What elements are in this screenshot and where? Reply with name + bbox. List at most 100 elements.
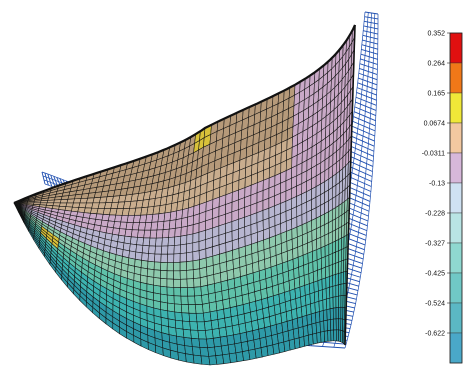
surface-cell <box>180 278 188 288</box>
surface-cell <box>134 251 143 261</box>
surface-cell <box>335 239 339 253</box>
surface-cell <box>321 266 326 280</box>
surface-cell <box>173 261 181 272</box>
surface-cell <box>317 278 323 292</box>
surface-cell <box>332 218 336 233</box>
surface-cell <box>181 304 190 314</box>
surface-cell <box>186 242 194 254</box>
surface-cell <box>130 229 139 238</box>
surface-cell <box>329 275 334 288</box>
surface-cell <box>153 269 161 279</box>
surface-cell <box>173 278 181 288</box>
surface-cell <box>338 283 342 297</box>
surface-cell <box>335 284 339 297</box>
surface-cell <box>190 329 200 340</box>
colorbar-swatch <box>449 32 463 64</box>
colorbar-tick-label: 0.0674 <box>424 121 446 128</box>
colorbar-tick-label: -0.228 <box>425 211 445 218</box>
surface-cell <box>307 250 314 264</box>
surface-cell <box>312 249 318 263</box>
surface-cell <box>322 288 327 301</box>
surface-cell <box>147 260 155 271</box>
surface-cell <box>160 245 169 255</box>
surface-cell <box>328 264 333 277</box>
surface-cell <box>214 281 223 293</box>
surface-cell <box>325 286 331 300</box>
surface-cell <box>194 304 204 314</box>
surface-cell <box>191 346 202 357</box>
surface-cell <box>166 262 174 272</box>
surface-edges <box>13 24 356 346</box>
surface-cell <box>197 330 207 340</box>
surface-cell <box>313 280 319 293</box>
surface-cell <box>193 277 202 288</box>
surface-cell <box>175 209 183 221</box>
colorbar-swatch <box>449 152 463 184</box>
surface-cell <box>335 250 339 264</box>
surface-cell <box>320 245 326 259</box>
surface-cell <box>173 287 182 297</box>
surface-cell <box>335 318 339 331</box>
surface-cell <box>160 270 168 280</box>
surface-cell <box>335 261 339 275</box>
surface-cell <box>324 254 330 268</box>
surface-cell <box>160 293 168 304</box>
surface-cell <box>167 236 175 247</box>
surface-cell <box>188 312 198 323</box>
colorbar-labels: 0.352 0.264 0.165 0.0674 -0.0311 -0.13 -0.228 -… <box>422 31 450 338</box>
colorbar-tick-label: -0.327 <box>425 241 445 248</box>
surface-cell <box>329 296 334 310</box>
surface-cell <box>192 259 200 271</box>
surface-cell <box>304 283 311 296</box>
surface-cell <box>186 278 195 288</box>
surface-cell <box>299 285 306 298</box>
surface-cell <box>146 268 155 278</box>
surface-cell <box>332 251 336 265</box>
surface-cell <box>338 249 342 263</box>
colorbar-tick-label: 0.264 <box>427 61 445 68</box>
surface-cell <box>192 241 200 253</box>
surface-cell <box>335 307 339 320</box>
surface-cell <box>174 218 183 229</box>
surface-cell <box>332 285 337 298</box>
surface-cell <box>160 262 168 271</box>
surface-cell <box>123 235 132 245</box>
surface-cell <box>177 351 187 363</box>
colorbar-tick-label: -0.622 <box>425 331 445 338</box>
colorbar-swatch <box>449 302 463 334</box>
surface-cell <box>321 256 326 270</box>
surface-cell <box>207 283 216 295</box>
surface-cell <box>150 221 159 231</box>
surface-cell <box>142 237 151 247</box>
colorbar-swatch <box>449 212 463 244</box>
surface-cell <box>175 319 184 330</box>
surface-cell <box>148 237 157 247</box>
surface-cell <box>154 245 163 255</box>
surface-cell <box>326 297 331 310</box>
surface-cell <box>309 292 316 305</box>
surface-cell <box>174 227 182 238</box>
surface-cell <box>324 232 330 247</box>
surface-cell <box>212 336 222 348</box>
surface-cell <box>183 337 193 347</box>
surface-cell <box>332 240 336 254</box>
surface-cell <box>332 262 336 276</box>
surface-cell <box>160 277 168 288</box>
surface-cell <box>147 253 156 263</box>
surface-cell <box>166 294 175 305</box>
surface-cell <box>235 294 244 307</box>
surface-cell <box>166 286 175 297</box>
surface-cell <box>208 301 218 313</box>
colorbar-tick-label: -0.13 <box>429 181 445 188</box>
surface-cell <box>180 287 188 297</box>
surface-cell <box>332 274 337 287</box>
surface-cell <box>194 295 203 305</box>
surface-cell <box>202 302 211 314</box>
surface-cell <box>332 296 337 309</box>
surface-cell <box>193 286 202 297</box>
surface-cell <box>160 253 168 263</box>
surface-cell <box>338 272 342 286</box>
surface-cell <box>167 302 176 313</box>
surface-cell <box>335 273 339 286</box>
surface-cell <box>167 245 175 255</box>
